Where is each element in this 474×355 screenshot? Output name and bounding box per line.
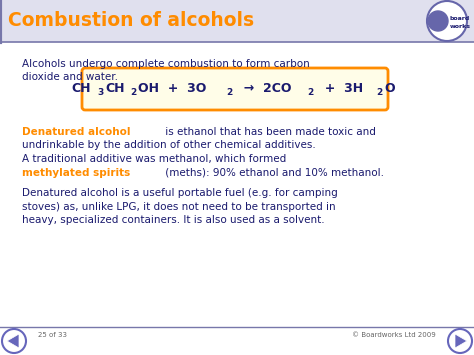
Text: Alcohols undergo complete combustion to form carbon: Alcohols undergo complete combustion to … <box>22 59 310 69</box>
Text: Denatured alcohol: Denatured alcohol <box>22 127 130 137</box>
Circle shape <box>2 329 26 353</box>
Text: +  3H: + 3H <box>316 82 363 95</box>
Text: © Boardworks Ltd 2009: © Boardworks Ltd 2009 <box>352 332 436 338</box>
Text: stoves) as, unlike LPG, it does not need to be transported in: stoves) as, unlike LPG, it does not need… <box>22 202 336 212</box>
Text: methylated spirits: methylated spirits <box>22 168 130 178</box>
Text: dioxide and water.: dioxide and water. <box>22 72 118 82</box>
Circle shape <box>427 1 467 41</box>
Circle shape <box>428 11 448 31</box>
Text: 2: 2 <box>227 88 233 97</box>
Text: O: O <box>384 82 395 95</box>
Text: undrinkable by the addition of other chemical additives.: undrinkable by the addition of other che… <box>22 141 316 151</box>
FancyBboxPatch shape <box>0 0 474 42</box>
Circle shape <box>448 329 472 353</box>
Text: works: works <box>450 23 471 28</box>
Text: CH: CH <box>105 82 125 95</box>
Text: Combustion of alcohols: Combustion of alcohols <box>8 11 254 31</box>
Text: Denatured alcohol is a useful portable fuel (e.g. for camping: Denatured alcohol is a useful portable f… <box>22 188 338 198</box>
Polygon shape <box>7 334 19 348</box>
Text: board: board <box>450 16 470 22</box>
Text: is ethanol that has been made toxic and: is ethanol that has been made toxic and <box>162 127 376 137</box>
Text: 2: 2 <box>130 88 137 97</box>
Text: OH  +  3O: OH + 3O <box>138 82 207 95</box>
Text: 2: 2 <box>376 88 383 97</box>
FancyBboxPatch shape <box>82 68 388 110</box>
Text: 3: 3 <box>97 88 103 97</box>
Polygon shape <box>455 334 467 348</box>
Text: 2: 2 <box>308 88 314 97</box>
Text: A traditional additive was methanol, which formed: A traditional additive was methanol, whi… <box>22 154 286 164</box>
Text: →  2CO: → 2CO <box>235 82 291 95</box>
Text: (meths): 90% ethanol and 10% methanol.: (meths): 90% ethanol and 10% methanol. <box>162 168 383 178</box>
Text: heavy, specialized containers. It is also used as a solvent.: heavy, specialized containers. It is als… <box>22 215 325 225</box>
Text: CH: CH <box>72 82 91 95</box>
Text: 25 of 33: 25 of 33 <box>38 332 67 338</box>
